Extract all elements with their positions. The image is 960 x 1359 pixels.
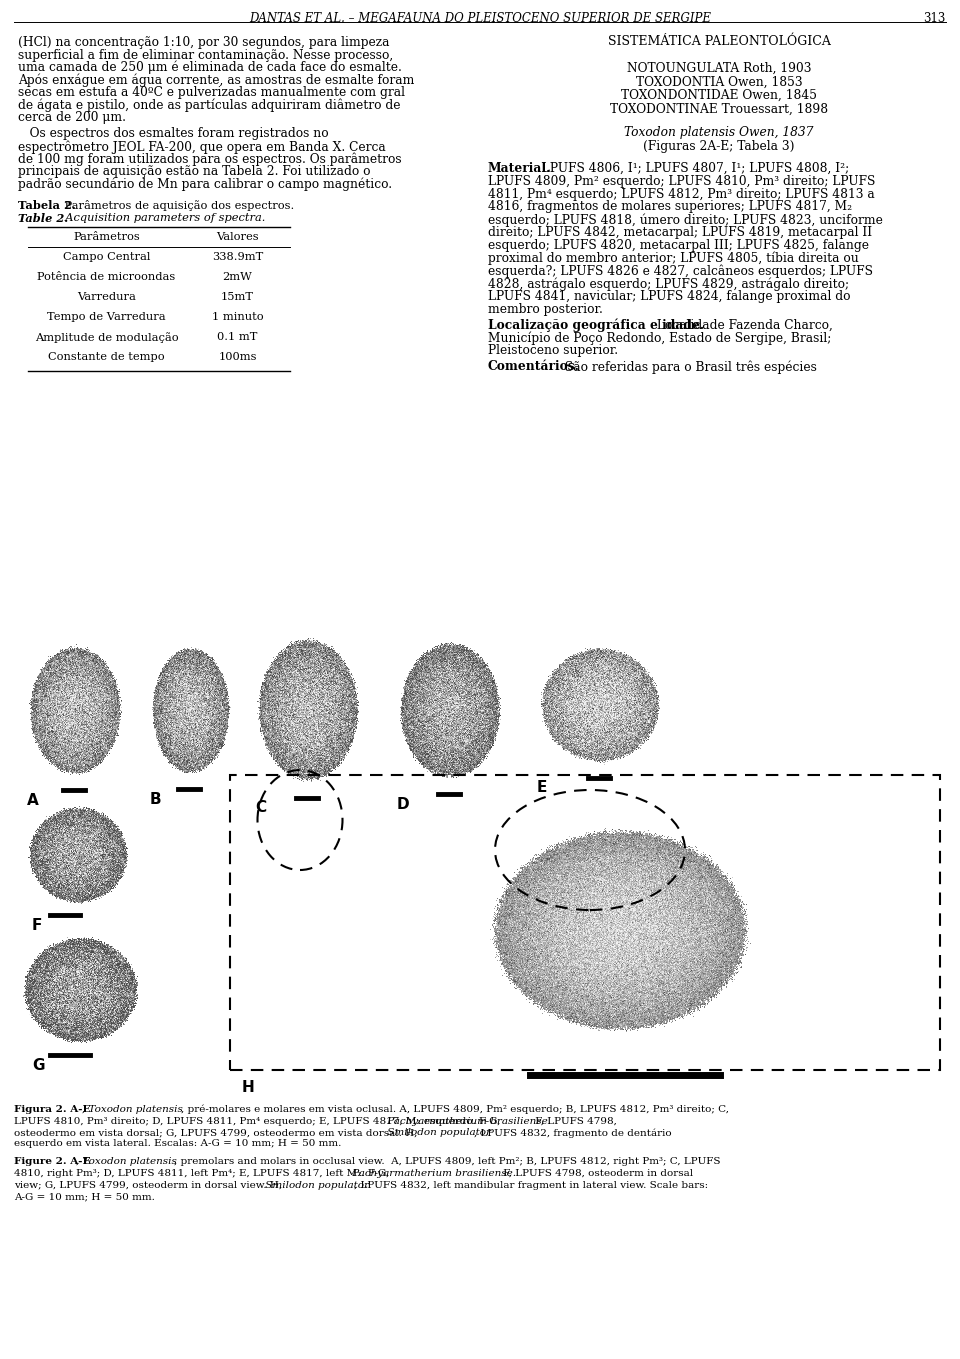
Text: G: G [32,1059,44,1074]
Text: proximal do membro anterior; LPUFS 4805, tíbia direita ou: proximal do membro anterior; LPUFS 4805,… [488,251,859,265]
Text: , pré-molares e molares em vista oclusal. A, LPUFS 4809, Pm² esquerdo; B, LPUFS : , pré-molares e molares em vista oclusal… [181,1105,729,1114]
Text: 4816, fragmentos de molares superiores; LPUFS 4817, M₂: 4816, fragmentos de molares superiores; … [488,200,852,213]
Text: cerca de 200 μm.: cerca de 200 μm. [18,111,126,124]
Text: Potência de microondas: Potência de microondas [37,272,176,283]
Text: 100ms: 100ms [218,352,256,361]
Text: Constante de tempo: Constante de tempo [48,352,165,361]
Text: (Figuras 2A-E; Tabela 3): (Figuras 2A-E; Tabela 3) [643,140,795,154]
Text: Acquisition parameters of spectra.: Acquisition parameters of spectra. [58,213,265,223]
Text: espectrômetro JEOL FA-200, que opera em Banda X. Cerca: espectrômetro JEOL FA-200, que opera em … [18,140,386,154]
Text: B: B [150,792,161,807]
Text: Os espectros dos esmaltes foram registrados no: Os espectros dos esmaltes foram registra… [18,128,328,140]
Text: osteodermo em vista dorsal; G, LPUFS 4799, osteodermo em vista dorsal. H,: osteodermo em vista dorsal; G, LPUFS 479… [14,1128,418,1137]
Text: uma camada de 250 μm é eliminada de cada face do esmalte.: uma camada de 250 μm é eliminada de cada… [18,61,402,75]
Text: Campo Central: Campo Central [62,251,150,262]
Text: direito; LPUFS 4842, metacarpal; LPUFS 4819, metacarpal II: direito; LPUFS 4842, metacarpal; LPUFS 4… [488,226,872,239]
Bar [230,775,940,1070]
Text: Material.: Material. [488,162,551,175]
Text: Localidade Fazenda Charco,: Localidade Fazenda Charco, [653,318,833,332]
Text: TOXODONTINAE Trouessart, 1898: TOXODONTINAE Trouessart, 1898 [610,102,828,116]
Text: , LPUFS 4832, fragmento de dentário: , LPUFS 4832, fragmento de dentário [474,1128,672,1137]
Text: esquerdo em vista lateral. Escalas: A-G = 10 mm; H = 50 mm.: esquerdo em vista lateral. Escalas: A-G … [14,1139,342,1148]
Text: Figure 2. A-E: Figure 2. A-E [14,1158,90,1166]
Text: TOXONDONTIDAE Owen, 1845: TOXONDONTIDAE Owen, 1845 [621,88,817,102]
Text: LPUFS 4841, navicular; LPUFS 4824, falange proximal do: LPUFS 4841, navicular; LPUFS 4824, falan… [488,289,851,303]
Text: E: E [537,780,547,795]
Text: , LPUFS 4832, left mandibular fragment in lateral view. Scale bars:: , LPUFS 4832, left mandibular fragment i… [354,1181,708,1189]
Text: Table 2.: Table 2. [18,213,68,224]
Text: F, LPUFS 4798,: F, LPUFS 4798, [532,1117,617,1125]
Text: LPUFS 4809, Pm² esquerdo; LPUFS 4810, Pm³ direito; LPUFS: LPUFS 4809, Pm² esquerdo; LPUFS 4810, Pm… [488,175,876,188]
Text: Smilodon populator: Smilodon populator [384,1128,491,1137]
Text: , Toxodon platensis: , Toxodon platensis [82,1105,182,1114]
Text: SISTEMÁTICA PALEONTOLÓGICA: SISTEMÁTICA PALEONTOLÓGICA [608,35,830,48]
Text: 1 minuto: 1 minuto [212,313,263,322]
Text: Parâmetros de aquisição dos espectros.: Parâmetros de aquisição dos espectros. [61,200,295,211]
Text: Parâmetros: Parâmetros [73,232,140,242]
Text: 338.9mT: 338.9mT [212,251,263,262]
Text: Tempo de Varredura: Tempo de Varredura [47,313,166,322]
Text: superficial a fim de eliminar contaminação. Nesse processo,: superficial a fim de eliminar contaminaç… [18,49,394,61]
Text: 15mT: 15mT [221,292,254,302]
Text: view; G, LPUFS 4799, osteoderm in dorsal view. H,: view; G, LPUFS 4799, osteoderm in dorsal… [14,1181,282,1189]
Text: Toxodon platensis Owen, 1837: Toxodon platensis Owen, 1837 [624,126,814,139]
Text: principais de aquisição estão na Tabela 2. Foi utilizado o: principais de aquisição estão na Tabela … [18,164,371,178]
Text: Localização geográfica e idade.: Localização geográfica e idade. [488,318,704,332]
Text: F: F [32,917,42,934]
Text: Smilodon populator: Smilodon populator [262,1181,369,1189]
Text: D: D [397,796,410,811]
Text: Município de Poço Redondo, Estado de Sergipe, Brasil;: Município de Poço Redondo, Estado de Ser… [488,332,831,345]
Text: Após enxágue em água corrente, as amostras de esmalte foram: Após enxágue em água corrente, as amostr… [18,73,415,87]
Text: DANTAS ET AL. – MEGAFAUNA DO PLEISTOCENO SUPERIOR DE SERGIPE: DANTAS ET AL. – MEGAFAUNA DO PLEISTOCENO… [249,12,711,24]
Text: 0.1 mT: 0.1 mT [217,332,257,342]
Text: Pachyarmatherium brasiliense.: Pachyarmatherium brasiliense. [384,1117,551,1125]
Text: C: C [255,800,266,815]
Text: esquerdo; LPUFS 4820, metacarpal III; LPUFS 4825, falange: esquerdo; LPUFS 4820, metacarpal III; LP… [488,239,869,251]
Text: padrão secundário de Mn para calibrar o campo magnético.: padrão secundário de Mn para calibrar o … [18,178,392,192]
Text: Pachyarmatherium brasiliense.: Pachyarmatherium brasiliense. [349,1169,516,1178]
Text: 4828, astrágalo esquerdo; LPUFS 4829, astrágalo direito;: 4828, astrágalo esquerdo; LPUFS 4829, as… [488,277,850,291]
Text: LPUFS 4810, Pm³ direito; D, LPUFS 4811, Pm⁴ esquerdo; E, LPUFS 4817, M₂ esquerdo: LPUFS 4810, Pm³ direito; D, LPUFS 4811, … [14,1117,500,1125]
Text: 4810, right Pm³; D, LPUFS 4811, left Pm⁴; E, LPUFS 4817, left M₂. F-G,: 4810, right Pm³; D, LPUFS 4811, left Pm⁴… [14,1169,389,1178]
Text: 4811, Pm⁴ esquerdo; LPUFS 4812, Pm³ direito; LPUFS 4813 a: 4811, Pm⁴ esquerdo; LPUFS 4812, Pm³ dire… [488,188,875,201]
Text: 313: 313 [923,12,945,24]
Text: 2mW: 2mW [223,272,252,283]
Text: Valores: Valores [216,232,259,242]
Text: Tabela 2.: Tabela 2. [18,200,76,211]
Text: membro posterior.: membro posterior. [488,303,603,315]
Text: A-G = 10 mm; H = 50 mm.: A-G = 10 mm; H = 50 mm. [14,1192,155,1201]
Text: Comentários.: Comentários. [488,360,580,372]
Text: Pleistoceno superior.: Pleistoceno superior. [488,344,618,357]
Text: , Toxodon platensis: , Toxodon platensis [76,1158,177,1166]
Text: Figura 2. A-E: Figura 2. A-E [14,1105,90,1114]
Text: esquerdo; LPUFS 4818, úmero direito; LPUFS 4823, unciforme: esquerdo; LPUFS 4818, úmero direito; LPU… [488,213,883,227]
Text: , premolars and molars in occlusal view.  A, LPUFS 4809, left Pm²; B, LPUFS 4812: , premolars and molars in occlusal view.… [174,1158,721,1166]
Text: NOTOUNGULATA Roth, 1903: NOTOUNGULATA Roth, 1903 [627,63,811,75]
Text: (HCl) na concentração 1:10, por 30 segundos, para limpeza: (HCl) na concentração 1:10, por 30 segun… [18,35,390,49]
Text: de 100 mg foram utilizados para os espectros. Os parâmetros: de 100 mg foram utilizados para os espec… [18,152,401,166]
Text: H: H [242,1080,254,1095]
Text: A: A [27,794,38,809]
Text: de ágata e pistilo, onde as partículas adquiriram diâmetro de: de ágata e pistilo, onde as partículas a… [18,98,400,111]
Text: secas em estufa a 40ºC e pulverizadas manualmente com gral: secas em estufa a 40ºC e pulverizadas ma… [18,86,405,99]
Text: Amplitude de modulação: Amplitude de modulação [35,332,179,342]
Text: LPUFS 4806, I¹; LPUFS 4807, I¹; LPUFS 4808, I²;: LPUFS 4806, I¹; LPUFS 4807, I¹; LPUFS 48… [538,162,850,175]
Text: F, LPUFS 4798, osteoderm in dorsal: F, LPUFS 4798, osteoderm in dorsal [500,1169,693,1178]
Text: São referidas para o Brasil três espécies: São referidas para o Brasil três espécie… [561,360,817,374]
Text: TOXODONTIA Owen, 1853: TOXODONTIA Owen, 1853 [636,76,803,88]
Text: Varredura: Varredura [77,292,136,302]
Text: esquerda?; LPUFS 4826 e 4827, calcâneos esquerdos; LPUFS: esquerda?; LPUFS 4826 e 4827, calcâneos … [488,265,873,277]
